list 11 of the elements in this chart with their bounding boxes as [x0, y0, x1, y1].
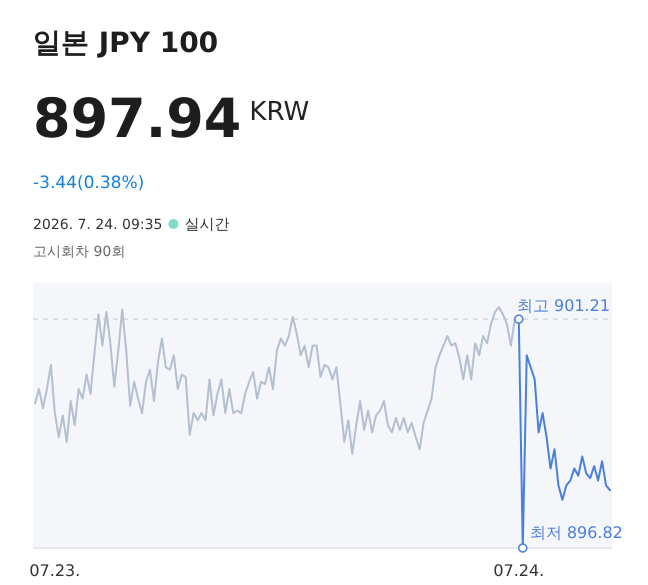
text: -3.44(0.38%): [33, 173, 144, 193]
chart-title: 일본 JPY 100: [33, 26, 218, 59]
x-tick-label: 07.23.: [29, 561, 80, 580]
annotation: 최고 901.21: [516, 296, 610, 316]
text: 실시간: [184, 215, 230, 233]
x-tick-label: 07.24.: [493, 561, 544, 580]
text: KRW: [249, 97, 310, 127]
text: 897.94: [33, 87, 242, 150]
text: 2026. 7. 24. 09:35: [33, 217, 162, 233]
text: 고시회차 90회: [33, 244, 126, 260]
annotation: 최저 896.82: [530, 523, 623, 542]
